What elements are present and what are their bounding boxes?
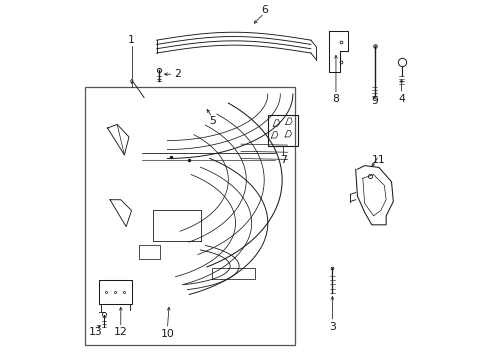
- Text: 13: 13: [89, 327, 102, 337]
- Text: 11: 11: [371, 155, 385, 165]
- Bar: [139, 244, 160, 259]
- Text: 5: 5: [208, 116, 215, 126]
- Text: 2: 2: [174, 69, 181, 79]
- Text: 10: 10: [160, 329, 174, 339]
- Bar: [212, 268, 255, 279]
- Text: 1: 1: [128, 35, 135, 45]
- Text: 12: 12: [114, 327, 127, 337]
- Bar: [85, 87, 294, 345]
- Text: 7: 7: [279, 155, 286, 165]
- Text: 3: 3: [328, 322, 335, 332]
- Text: 4: 4: [397, 94, 404, 104]
- Text: 8: 8: [332, 94, 339, 104]
- Bar: [99, 280, 131, 304]
- Text: 9: 9: [370, 96, 377, 106]
- Bar: [267, 116, 298, 146]
- Text: 6: 6: [260, 5, 267, 15]
